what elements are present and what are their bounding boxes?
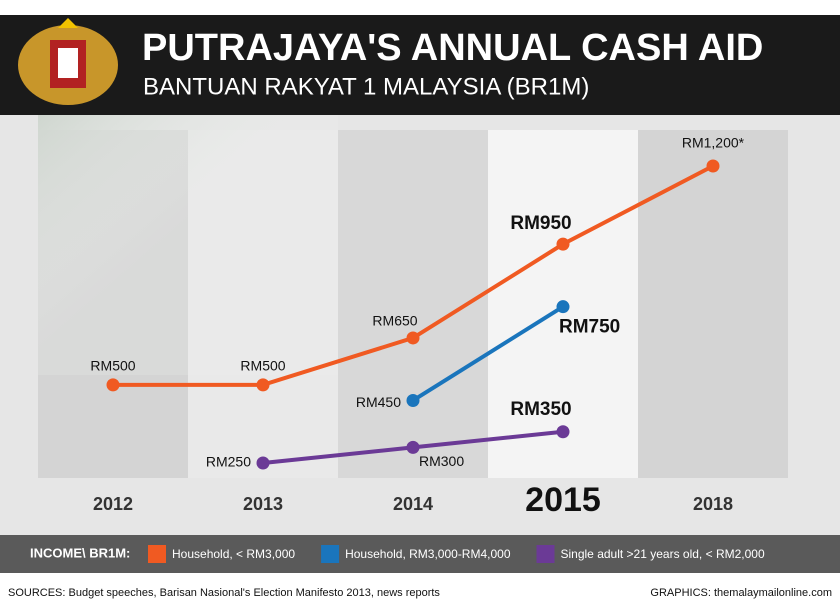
header [0, 15, 840, 115]
credit: GRAPHICS: themalaymailonline.com [650, 587, 832, 599]
legend-label: Household, < RM3,000 [172, 547, 295, 561]
subtitle: BANTUAN RAKYAT 1 MALAYSIA (BR1M) [143, 73, 589, 100]
data-point [406, 331, 420, 345]
data-point [556, 300, 570, 314]
x-tick-label: 2014 [393, 494, 433, 514]
legend-swatch [536, 545, 555, 563]
data-point [106, 378, 120, 392]
series-line [411, 304, 565, 403]
legend-label: Single adult >21 years old, < RM2,000 [561, 547, 765, 561]
data-label: RM1,200* [682, 135, 745, 151]
legend-title: INCOME\ BR1M: [30, 545, 130, 560]
legend-label: Household, RM3,000-RM4,000 [345, 547, 511, 561]
column-band [338, 130, 488, 478]
source: SOURCES: Budget speeches, Barisan Nasion… [8, 587, 440, 599]
data-label: RM250 [206, 454, 251, 470]
x-tick-label: 2018 [693, 494, 733, 514]
legend-swatch [148, 545, 166, 563]
data-label: RM500 [240, 358, 285, 374]
data-point [256, 378, 270, 392]
data-label: RM350 [510, 399, 571, 420]
x-tick-label: 2013 [243, 494, 283, 514]
data-label: RM300 [419, 453, 464, 469]
data-label: RM500 [90, 358, 135, 374]
title: PUTRAJAYA'S ANNUAL CASH AID [142, 27, 763, 69]
data-point [406, 393, 420, 407]
data-label: RM650 [372, 313, 417, 329]
data-point [556, 425, 570, 439]
data-point [256, 456, 270, 470]
legend-swatch [321, 545, 340, 563]
data-point [556, 237, 570, 251]
data-point [406, 440, 420, 454]
x-tick-label: 2012 [93, 494, 133, 514]
data-label: RM950 [510, 213, 571, 234]
data-label: RM750 [559, 317, 620, 338]
x-tick-label: 2015 [525, 481, 601, 519]
column-band [638, 130, 788, 478]
photo-backdrop [38, 115, 338, 375]
legend-band [0, 535, 840, 573]
data-label: RM450 [356, 394, 401, 410]
emblem [18, 18, 118, 105]
data-point [706, 159, 720, 173]
